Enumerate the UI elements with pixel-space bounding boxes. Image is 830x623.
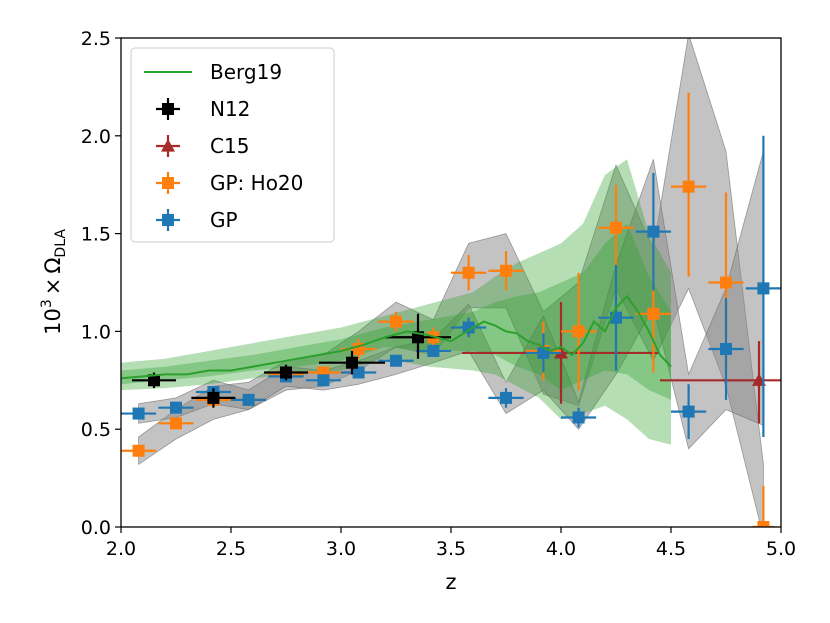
x-tick-label-6: 5.0 (766, 538, 796, 560)
gp-point-5 (317, 374, 330, 387)
y-tick-label-0: 0.0 (81, 517, 111, 539)
berg19-line (121, 294, 672, 380)
gp-point-14 (647, 225, 660, 238)
berg19-outer-band (121, 159, 671, 445)
gp-ho20-point-14 (647, 307, 660, 320)
gp-ho20-point-16 (720, 276, 732, 289)
y-label-exponent: 3 (39, 299, 55, 308)
gp-point-9 (462, 321, 475, 334)
legend-marker-gp (162, 214, 174, 226)
y-tick-label-2: 1.0 (81, 321, 111, 343)
legend: Berg19 N12 C15 GP: Ho20 GP (130, 47, 335, 243)
legend-label-gp: GP (210, 208, 238, 232)
legend-label-berg19: Berg19 (210, 60, 282, 84)
legend-box (130, 47, 335, 243)
gp-point-10 (500, 391, 512, 404)
x-axis: 2.0 2.5 3.0 3.5 4.0 4.5 5.0 (106, 527, 796, 560)
x-tick-label-3: 3.5 (436, 538, 466, 560)
legend-marker-gp-ho20 (162, 177, 174, 189)
legend-label-n12: N12 (210, 97, 250, 121)
gp-ho20-point-10 (500, 264, 512, 277)
gp-point-0 (132, 407, 145, 420)
y-tick-label-1: 0.5 (81, 419, 111, 441)
x-axis-label: z (445, 570, 456, 594)
gp-point-8 (427, 344, 440, 357)
y-label-times: × (41, 278, 65, 296)
gp-point-3 (242, 393, 255, 406)
y-axis: 0.0 0.5 1.0 1.5 2.0 2.5 (81, 28, 121, 539)
gp-ho20-point-12 (572, 325, 585, 338)
gp-ho20-point-1 (170, 417, 182, 430)
x-tick-label-2: 3.0 (326, 538, 356, 560)
gp-point-15 (682, 405, 695, 418)
y-tick-label-4: 2.0 (81, 126, 111, 148)
gp-point-16 (720, 343, 732, 356)
y-label-subscript: DLA (53, 229, 69, 258)
gp-point-7 (390, 354, 402, 367)
legend-marker-n12 (162, 103, 174, 115)
gp-ho20-point-7 (390, 315, 402, 328)
y-tick-label-5: 2.5 (81, 28, 111, 50)
gp-ho20-point-17 (757, 521, 770, 527)
n12-series (132, 313, 451, 408)
x-tick-label-1: 2.5 (216, 538, 246, 560)
plot-area (121, 38, 781, 527)
y-tick-label-3: 1.5 (81, 224, 111, 246)
y-label-base: 10 (41, 308, 65, 335)
n12-point-1 (207, 391, 220, 404)
gp-point-17 (757, 282, 770, 295)
gp-series (121, 135, 781, 439)
legend-label-c15: C15 (210, 134, 249, 158)
gp-ho20-point-13 (610, 221, 622, 234)
n12-point-2 (280, 366, 292, 379)
gp-point-1 (170, 401, 182, 414)
gp-ho20-point-15 (682, 180, 695, 193)
gp-ho20-point-0 (132, 444, 145, 457)
x-tick-label-0: 2.0 (106, 538, 136, 560)
gp-point-6 (352, 366, 365, 379)
gp-ho20-point-9 (462, 266, 475, 279)
gp-point-12 (572, 411, 585, 424)
legend-marker-c15 (161, 139, 175, 152)
berg19-inner-band (121, 223, 671, 400)
y-label-omega: Ω (41, 258, 65, 274)
n12-point-3 (346, 356, 358, 369)
y-axis-label: 103 × ΩDLA (39, 229, 69, 335)
n12-point-0 (148, 374, 160, 387)
legend-label-gp-ho20: GP: Ho20 (210, 171, 303, 195)
x-tick-label-5: 4.5 (656, 538, 686, 560)
x-tick-label-4: 4.0 (546, 538, 576, 560)
